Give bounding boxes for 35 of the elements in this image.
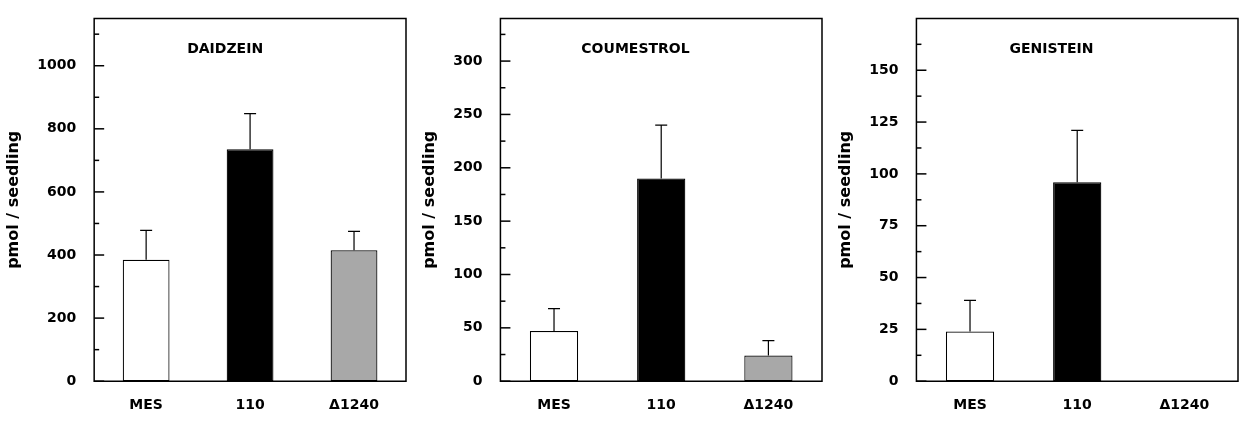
y-tick-label: 0 (66, 371, 77, 388)
y-axis-title: pmol / seedling (834, 130, 854, 269)
y-tick-label: 300 (453, 51, 483, 68)
x-tick-label: Δ1240 (329, 396, 380, 413)
x-tick-label: MES (537, 396, 571, 413)
y-tick-label: 25 (878, 320, 899, 337)
x-tick-label: Δ1240 (743, 396, 794, 413)
y-tick-label: 0 (888, 371, 899, 388)
y-tick-label: 50 (878, 268, 899, 285)
x-tick-label: Δ1240 (1159, 396, 1210, 413)
y-tick-label: 150 (453, 211, 483, 228)
y-tick-label: 600 (46, 182, 77, 199)
y-tick-label: 50 (462, 318, 483, 335)
y-tick-label: 800 (46, 119, 77, 136)
y-tick-label: 1000 (37, 56, 77, 73)
y-tick-label: 400 (46, 245, 77, 262)
y-tick-label: 125 (869, 112, 899, 129)
y-axis-title: pmol / seedling (2, 130, 22, 269)
x-tick-label: 110 (646, 396, 677, 413)
text: DAIDZEIN (187, 40, 264, 57)
y-tick-label: 150 (869, 60, 899, 77)
y-tick-label: 200 (453, 158, 483, 175)
x-tick-label: MES (953, 396, 987, 413)
y-tick-label: 100 (869, 164, 899, 181)
x-tick-label: MES (129, 396, 163, 413)
x-tick-label: 110 (1062, 396, 1093, 413)
y-tick-label: 200 (46, 308, 77, 325)
y-tick-label: 100 (453, 265, 483, 282)
y-axis-title: pmol / seedling (418, 130, 438, 269)
y-tick-label: 75 (878, 216, 899, 233)
y-tick-label: 250 (453, 105, 483, 122)
y-tick-label: 0 (472, 371, 483, 388)
text: COUMESTROL (581, 40, 690, 57)
text: GENISTEIN (1009, 40, 1094, 57)
x-tick-label: 110 (235, 396, 265, 413)
